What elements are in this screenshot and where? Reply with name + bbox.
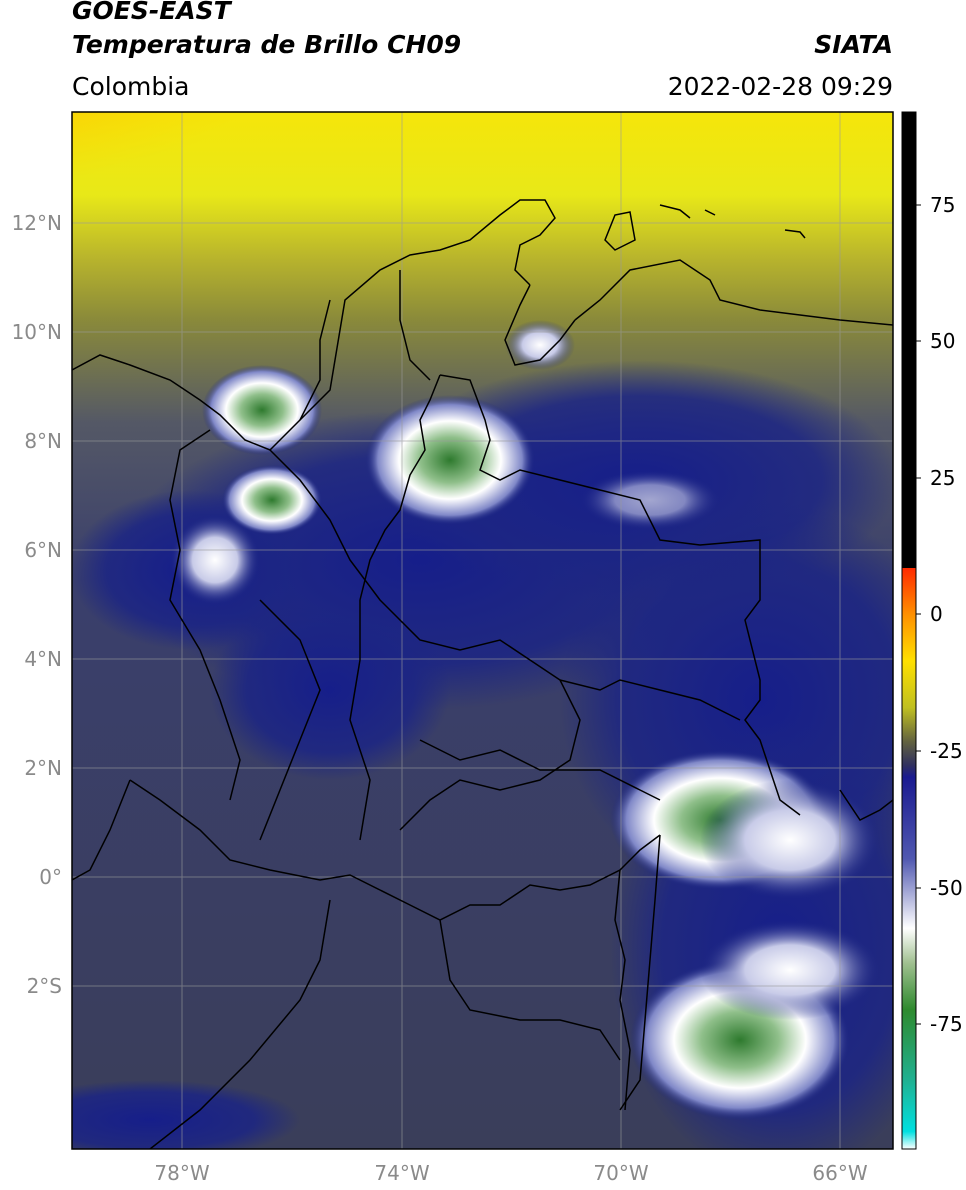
colorbar-tick-label: -50 <box>930 876 963 900</box>
lat-tick-label: 8°N <box>24 429 62 453</box>
lon-tick-label: 74°W <box>374 1161 429 1185</box>
lon-tick-label: 78°W <box>154 1161 209 1185</box>
lat-tick-label: 12°N <box>12 211 62 235</box>
colorbar-tick-label: 25 <box>930 466 955 490</box>
colorbar: 75 50 25 0 -25 -50 -75 <box>901 111 963 1150</box>
lat-tick-label: 4°N <box>24 647 62 671</box>
colorbar-gradient <box>902 568 916 1149</box>
graticule <box>72 112 893 1149</box>
colorbar-frame <box>901 111 917 1150</box>
lat-tick-label: 2°N <box>24 756 62 780</box>
lat-tick-label: 6°N <box>24 538 62 562</box>
colorbar-tick-label: -25 <box>930 739 963 763</box>
lat-tick-label: 2°S <box>27 974 62 998</box>
map-frame <box>71 111 894 1150</box>
longitude-axis-labels: 78°W 74°W 70°W 66°W <box>154 1161 867 1185</box>
colorbar-tick-label: 75 <box>930 193 955 217</box>
colorbar-tick-label: 50 <box>930 329 955 353</box>
country-borders <box>72 199 893 1149</box>
lat-tick-label: 0° <box>39 865 62 889</box>
product-title: Temperatura de Brillo CH09 <box>72 30 462 59</box>
lon-tick-label: 70°W <box>593 1161 648 1185</box>
latitude-axis-labels: 12°N 10°N 8°N 6°N 4°N 2°N 0° 2°S <box>12 211 62 998</box>
lon-tick-label: 66°W <box>812 1161 867 1185</box>
region-label: Colombia <box>72 72 190 101</box>
lat-tick-label: 10°N <box>12 320 62 344</box>
satellite-title: GOES-EAST <box>72 0 231 25</box>
datetime-label: 2022-02-28 09:29 <box>667 72 893 101</box>
colorbar-tick-label: 0 <box>930 602 943 626</box>
colorbar-tick-label: -75 <box>930 1012 963 1036</box>
brightness-temperature-field <box>72 112 893 1149</box>
colorbar-black-segment <box>902 112 916 568</box>
organization-label: SIATA <box>814 30 893 59</box>
